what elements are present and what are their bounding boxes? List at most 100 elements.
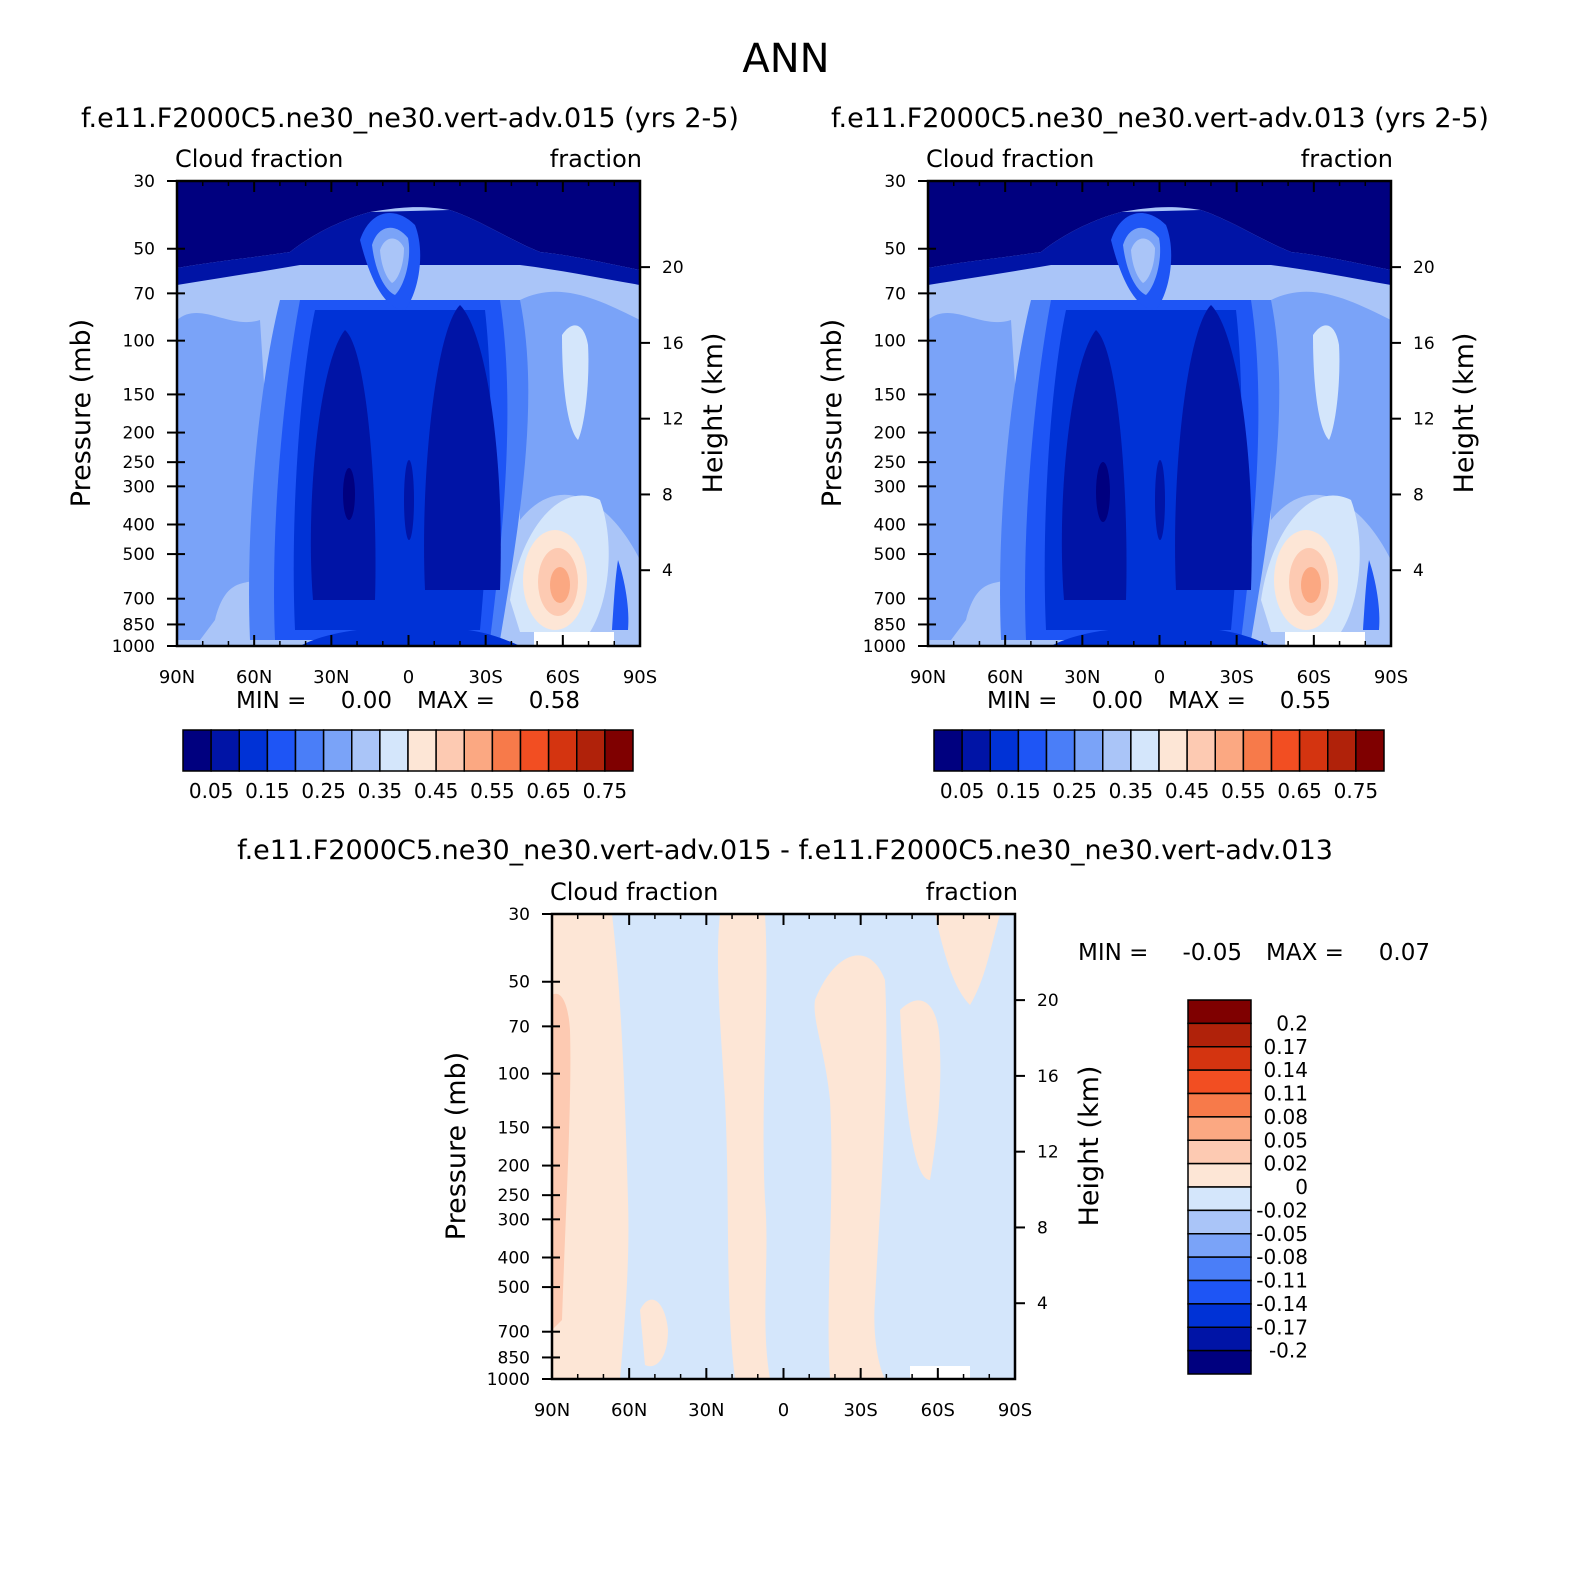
- colorbar-label: 0.25: [1052, 779, 1097, 803]
- y-tick-label: 150: [123, 385, 155, 405]
- height-tick-label: 8: [1413, 485, 1424, 505]
- colorbar-box: [1187, 1279, 1252, 1305]
- panel-2-title: f.e11.F2000C5.ne30_ne30.vert-adv.013 (yr…: [831, 103, 1489, 134]
- colorbar-box: [379, 729, 409, 772]
- colorbar-box: [547, 729, 578, 772]
- colorbar-box: [351, 729, 381, 772]
- height-tick-label: 20: [662, 258, 684, 278]
- y-tick-label: 150: [498, 1118, 530, 1138]
- panel-2: f.e11.F2000C5.ne30_ne30.vert-adv.013 (yr…: [817, 103, 1489, 803]
- x-tick-label: 60N: [611, 1400, 647, 1421]
- colorbar-box: [1355, 729, 1385, 772]
- x-tick-label: 30S: [1219, 667, 1253, 688]
- panel-1-right-string: fraction: [550, 145, 642, 173]
- colorbar-box: [1187, 1116, 1252, 1141]
- field-level-plus0.05: [552, 993, 571, 1330]
- panel-3-colorbar: 0.20.170.140.110.080.050.020-0.02-0.05-0…: [1187, 999, 1308, 1375]
- x-tick-label: 90S: [623, 667, 657, 688]
- colorbar-label: 0.2: [1276, 1011, 1308, 1035]
- panel-2-left-string: Cloud fraction: [926, 145, 1094, 173]
- y-tick-label: 1000: [112, 637, 155, 657]
- y-tick-label: 100: [498, 1065, 530, 1085]
- colorbar-label: -0.05: [1256, 1222, 1308, 1246]
- field-level-0.55: [550, 567, 570, 603]
- x-tick-label: 30N: [313, 667, 349, 688]
- y-tick-label: 30: [884, 172, 906, 192]
- y-tick-label: 250: [874, 453, 906, 473]
- colorbar-label: 0.02: [1263, 1152, 1308, 1176]
- x-tick-label: 0: [403, 667, 414, 688]
- colorbar-label: 0.45: [414, 779, 459, 803]
- field-missing: [1285, 632, 1365, 646]
- colorbar-box: [1187, 1139, 1252, 1165]
- y-tick-label: 300: [498, 1210, 530, 1230]
- x-tick-label: 60N: [236, 667, 272, 688]
- x-tick-label: 0: [778, 1400, 789, 1421]
- field-level-plus0.02: [717, 914, 770, 1379]
- colorbar-label: 0.15: [996, 779, 1041, 803]
- colorbar-box: [1186, 729, 1216, 772]
- colorbar-label: 0.75: [583, 779, 628, 803]
- height-tick-label: 20: [1037, 991, 1059, 1011]
- panel-3-y-ticks-right: 20 16 12 8 4: [1015, 991, 1059, 1314]
- field-level-0.40: [562, 325, 589, 440]
- y-tick-label: 850: [874, 615, 906, 635]
- colorbar-label: 0.35: [358, 779, 403, 803]
- panel-1-contour-field: [177, 181, 640, 646]
- panel-1-x-ticks: 90N 60N 30N 0 30S 60S 90S: [159, 181, 657, 688]
- colorbar-label: -0.14: [1256, 1292, 1308, 1316]
- field-level-plus0.02: [935, 914, 1000, 1005]
- field-level-0.10: [1061, 330, 1127, 600]
- colorbar-label: -0.17: [1256, 1315, 1308, 1339]
- colorbar-label: -0.11: [1256, 1269, 1308, 1293]
- colorbar-label: -0.08: [1256, 1245, 1308, 1269]
- height-tick-label: 4: [662, 561, 673, 581]
- colorbar-label: 0.75: [1334, 779, 1379, 803]
- colorbar-label: 0.15: [245, 779, 290, 803]
- colorbar-label: -0.2: [1269, 1339, 1308, 1363]
- field-level-plus0.02: [552, 914, 629, 1379]
- colorbar-box: [1187, 1162, 1252, 1188]
- colorbar-box: [266, 729, 297, 772]
- colorbar-box: [1187, 1069, 1252, 1095]
- y-tick-label: 200: [123, 424, 155, 444]
- height-tick-label: 20: [1413, 258, 1435, 278]
- panel-3: f.e11.F2000C5.ne30_ne30.vert-adv.015 - f…: [237, 835, 1430, 1421]
- x-tick-label: 30S: [843, 1400, 877, 1421]
- y-tick-label: 700: [874, 590, 906, 610]
- field-level-0.15: [1051, 628, 1271, 646]
- y-tick-label: 400: [498, 1248, 530, 1268]
- x-tick-label: 60S: [546, 667, 580, 688]
- height-tick-label: 16: [662, 334, 684, 354]
- panel-1-left-string: Cloud fraction: [175, 145, 343, 173]
- field-level-0.10: [310, 330, 376, 600]
- field-level-0.15: [300, 628, 520, 646]
- colorbar-box: [1187, 1326, 1252, 1352]
- colorbar-box: [491, 729, 522, 772]
- y-tick-label: 150: [874, 385, 906, 405]
- colorbar-box: [1187, 1349, 1252, 1375]
- field-level-0.20: [1363, 560, 1380, 630]
- height-tick-label: 16: [1413, 334, 1435, 354]
- panel-2-ylabel: Pressure (mb): [817, 319, 848, 507]
- colorbar-box: [1187, 1233, 1252, 1258]
- x-tick-label: 90N: [534, 1400, 570, 1421]
- panel-3-left-string: Cloud fraction: [550, 878, 718, 906]
- panel-2-ylabel-right: Height (km): [1449, 333, 1480, 494]
- y-tick-label: 70: [508, 1017, 530, 1037]
- panel-3-title: f.e11.F2000C5.ne30_ne30.vert-adv.015 - f…: [237, 835, 1333, 866]
- x-tick-label: 90S: [1374, 667, 1408, 688]
- panel-1: f.e11.F2000C5.ne30_ne30.vert-adv.015 (yr…: [66, 103, 739, 803]
- field-level-0.05: [1155, 460, 1165, 540]
- colorbar-label: -0.02: [1256, 1198, 1308, 1222]
- panel-3-max-label: MAX =: [1266, 940, 1344, 966]
- colorbar-box: [933, 729, 963, 772]
- panel-2-right-string: fraction: [1301, 145, 1393, 173]
- y-tick-label: 250: [123, 453, 155, 473]
- field-level-0.20: [612, 560, 629, 630]
- colorbar-box: [989, 729, 1020, 772]
- y-tick-label: 100: [874, 332, 906, 352]
- panel-1-max-value: 0.58: [529, 688, 580, 714]
- colorbar-box: [1298, 729, 1329, 772]
